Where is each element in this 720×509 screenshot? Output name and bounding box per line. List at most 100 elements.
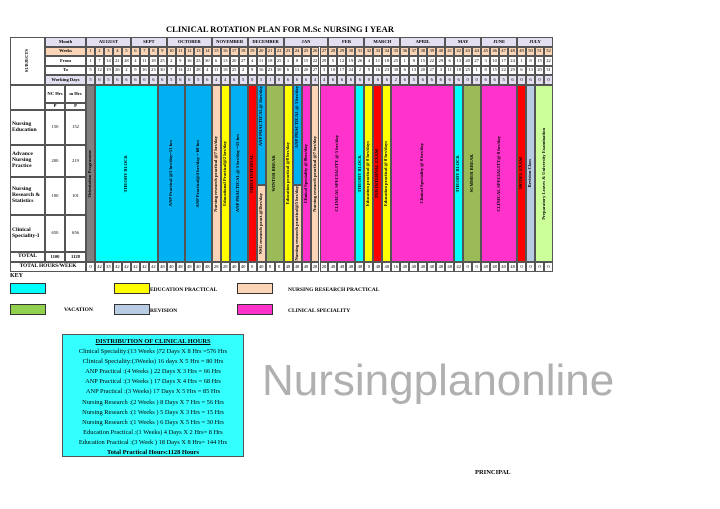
rotation-block-label: Preparatory Leaves & University Examinat… <box>540 127 546 220</box>
week-to: 20 <box>418 66 428 75</box>
week-working-days: 6 <box>382 75 392 85</box>
week-working-days: 4 <box>319 75 329 85</box>
week-to: 5 <box>86 66 95 75</box>
subjects-header-label: SUBJECTS <box>24 49 30 73</box>
week-to: 26 <box>112 66 122 75</box>
rotation-block-label: Revision Class <box>527 159 533 188</box>
week-total-hours: 48 <box>400 262 410 272</box>
week-total-hours: 48 <box>481 262 491 272</box>
week-to: 12 <box>94 66 104 75</box>
rotation-block: THEORY BLOCK <box>94 85 158 262</box>
week-total-hours: 28 <box>220 262 230 272</box>
week-from: 1 <box>86 56 95 66</box>
week-working-days: 5 <box>256 75 266 85</box>
week-to: 2 <box>238 66 248 75</box>
subject-name-header <box>10 85 45 110</box>
week-from: 8 <box>526 56 536 66</box>
rotation-block: Educational Practical@2 hrs/day <box>220 85 230 262</box>
week-working-days: 5 <box>238 75 248 85</box>
week-working-days: 5 <box>86 75 95 85</box>
week-from: 25 <box>391 56 401 66</box>
week-to: 6 <box>400 66 410 75</box>
rotation-block-label: Education practical @ 8 hrs/days <box>383 140 389 207</box>
week-total-hours: 48 <box>490 262 500 272</box>
week-from: 4 <box>247 56 257 66</box>
week-total-hours: 48 <box>382 262 392 272</box>
subject-name: Nursing Research & Statistics <box>10 177 45 215</box>
total-hours-week-label: TOTAL HOURS/WEEK <box>10 262 86 272</box>
month-label: Month <box>45 37 86 47</box>
week-to: 13 <box>292 66 302 75</box>
month-august: AUGUST <box>86 37 131 47</box>
rotation-block: Education practical @ 8 hrs/days <box>364 85 374 262</box>
week-to: 3 <box>319 66 329 75</box>
week-number: 3 <box>103 47 113 56</box>
week-number: 31 <box>355 47 365 56</box>
week-to: 4 <box>202 66 212 75</box>
week-to: 25 <box>229 66 239 75</box>
distribution-box: DISTRIBUTION OF CLINICAL HOURS Clinical … <box>62 334 244 457</box>
week-total-hours: 48 <box>157 262 167 272</box>
week-working-days: 6 <box>157 75 167 85</box>
week-from: 7 <box>94 56 104 66</box>
distribution-line: Education Practical :(1 Weeks) 4 Days X … <box>83 428 223 436</box>
rotation-block-label: FIRST INTERNAL <box>248 154 254 193</box>
rotation-block-lower: NSG research pract.@3hrs/day <box>256 185 266 262</box>
rotation-block: Preparatory Leaves & University Examinat… <box>535 85 553 262</box>
week-total-hours: 28 <box>211 262 221 272</box>
week-from: 25 <box>157 56 167 66</box>
week-working-days: 6 <box>454 75 464 85</box>
rotation-block: CLINICAL SPECIALITY@ 8 hrs/day <box>481 85 518 262</box>
week-working-days: 6 <box>292 75 302 85</box>
week-total-hours: 0 <box>526 262 536 272</box>
month-july: JULY <box>517 37 553 47</box>
week-total-hours: 40 <box>229 262 239 272</box>
month-jan: JAN <box>283 37 329 47</box>
subjects-header: SUBJECTS <box>10 37 45 85</box>
rotation-block: ANP PRACTICAL @ 3 hrs/day <box>292 85 302 185</box>
rotation-block: CLINICAL SPECIALITY @ 5 hrs/day <box>319 85 356 262</box>
subject-name: Clinical Speciality-I <box>10 215 45 252</box>
rotation-block: THEORY BLOCK <box>454 85 464 262</box>
rotation-block-label: Clinical Speciality @ 8 hrs/day <box>419 143 425 204</box>
week-number: 34 <box>382 47 392 56</box>
week-to: 1 <box>472 66 482 75</box>
week-working-days: 6 <box>301 75 311 85</box>
rotation-block: SUMMER BREAK <box>463 85 482 262</box>
week-total-hours: 42 <box>121 262 131 272</box>
week-to: 21 <box>184 66 194 75</box>
week-total-hours: 42 <box>130 262 140 272</box>
week-working-days: 6 <box>184 75 194 85</box>
week-number: 32 <box>364 47 374 56</box>
total-m-hrs: 1128 <box>65 252 86 262</box>
week-number: 14 <box>202 47 212 56</box>
week-working-days: 2 <box>391 75 401 85</box>
key-swatch <box>114 283 150 294</box>
rotation-block: Revision Class <box>526 85 536 262</box>
week-total-hours: 42 <box>139 262 149 272</box>
rotation-block: Education practical @ 8 hrs/days <box>382 85 392 262</box>
month-may: MAY <box>445 37 482 47</box>
week-from: 21 <box>112 56 122 66</box>
week-total-hours: 0 <box>517 262 527 272</box>
distribution-line: Nursing Research :(1 Weeks ) 5 Days X 3 … <box>82 408 224 416</box>
week-number: 50 <box>526 47 536 56</box>
week-to: 18 <box>454 66 464 75</box>
week-to: 11 <box>211 66 221 75</box>
rotation-block: 2ND INTERNAL EXAM <box>373 85 383 262</box>
key-swatch <box>10 283 46 294</box>
week-number: 24 <box>292 47 302 56</box>
week-total-hours: 42 <box>454 262 464 272</box>
week-to: 23 <box>265 66 275 75</box>
week-working-days: 0 <box>274 75 284 85</box>
rotation-block-label: ANP PRACTICAL @ 3 hrs/day <box>293 86 299 149</box>
from-label: From <box>45 56 86 66</box>
week-working-days: 6 <box>202 75 212 85</box>
week-number: 23 <box>283 47 293 56</box>
week-from: 27 <box>238 56 248 66</box>
week-working-days: 0 <box>463 75 473 85</box>
week-from: 16 <box>184 56 194 66</box>
month-march: MARCH <box>364 37 401 47</box>
week-from: 6 <box>211 56 221 66</box>
rotation-block: THEORY BLOCK <box>355 85 365 262</box>
